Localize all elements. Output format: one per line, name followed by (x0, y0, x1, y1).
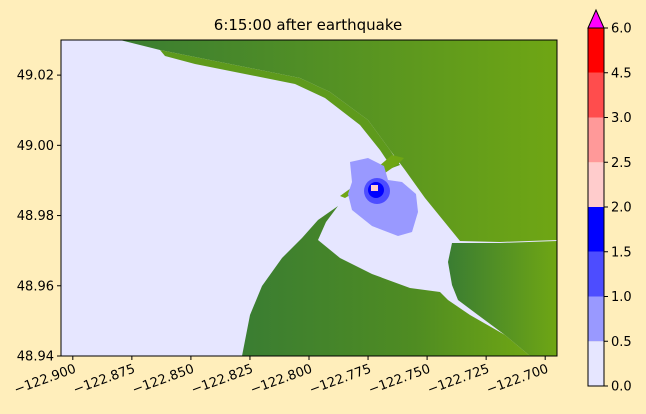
wave-core-peak (371, 185, 378, 191)
colorbar-tick-label: 1.0 (611, 290, 632, 305)
land-south (242, 206, 530, 356)
land-east (448, 241, 557, 356)
colorbar-segment (588, 162, 604, 207)
colorbar-segment (588, 251, 604, 297)
colorbar: 0.0 0.5 1.0 1.5 2.0 2.5 3.0 4.5 6.0 (587, 8, 632, 395)
y-tick-label: 49.02 (17, 69, 54, 84)
colorbar-tick-label: 1.5 (611, 245, 632, 260)
x-tick-label: −122.700 (485, 362, 551, 398)
y-tick-label: 48.96 (17, 279, 54, 294)
y-tick-label: 49.00 (17, 139, 54, 154)
colorbar-segment (588, 117, 604, 163)
colorbar-segment (588, 341, 604, 386)
colorbar-tick-label: 0.5 (611, 335, 632, 350)
y-axis: 48.94 48.96 48.98 49.00 49.02 (17, 69, 61, 365)
x-tick-label: −122.825 (189, 362, 255, 398)
colorbar-segment (588, 296, 604, 342)
colorbar-tick-label: 4.5 (611, 66, 632, 81)
land-north-shore (160, 50, 400, 168)
x-tick-label: −122.750 (367, 362, 433, 398)
chart-title: 6:15:00 after earthquake (214, 16, 402, 34)
x-tick-label: −122.800 (248, 362, 314, 398)
colorbar-segment (588, 28, 604, 73)
colorbar-tick-label: 2.0 (611, 201, 632, 216)
x-tick-label: −122.725 (426, 362, 492, 398)
x-axis: −122.900−122.875−122.850−122.825−122.800… (12, 356, 551, 398)
colorbar-tick-label: 6.0 (611, 22, 632, 37)
colorbar-extend-arrow (587, 8, 605, 29)
colorbar-tick-label: 2.5 (611, 156, 632, 171)
colorbar-tick-label: 3.0 (611, 111, 632, 126)
colorbar-segment (588, 207, 604, 252)
colorbar-tick-label: 0.0 (611, 380, 632, 395)
x-tick-label: −122.775 (308, 362, 374, 398)
y-tick-label: 48.98 (17, 209, 54, 224)
x-tick-label: −122.875 (71, 362, 137, 398)
y-tick-label: 48.94 (17, 350, 54, 365)
map-plot-area (61, 40, 557, 356)
colorbar-segment (588, 72, 604, 118)
x-tick-label: −122.850 (130, 362, 196, 398)
land-north (120, 40, 557, 242)
x-tick-label: −122.900 (12, 362, 78, 398)
